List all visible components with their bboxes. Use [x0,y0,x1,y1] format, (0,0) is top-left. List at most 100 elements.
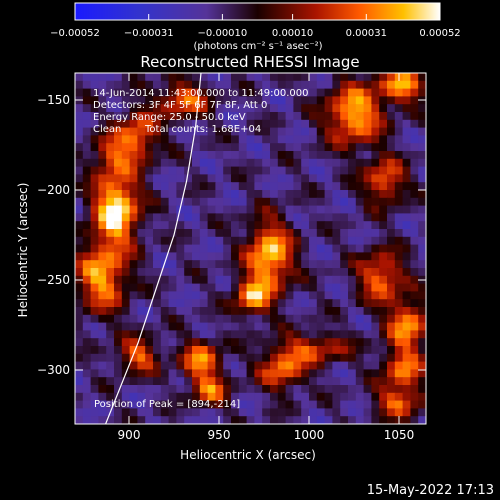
heatmap-cell [160,221,170,230]
heatmap-cell [301,268,310,277]
heatmap-cell [402,260,411,269]
heatmap-cell [293,104,302,113]
heatmap-cell [301,361,310,370]
heatmap-cell [137,338,146,347]
heatmap-cell [340,112,349,121]
heatmap-cell [82,96,92,105]
heatmap-cell [309,299,318,308]
heatmap-cell [160,252,170,261]
heatmap-cell [324,244,333,253]
heatmap-cell [246,174,255,183]
heatmap-cell [262,88,271,97]
heatmap-cell [316,221,326,230]
heatmap-cell [387,229,396,238]
heatmap-cell [75,260,84,269]
heatmap-cell [387,283,396,292]
heatmap-cell [215,104,224,113]
heatmap-cell [121,127,131,136]
heatmap-cell [153,143,162,152]
heatmap-cell [355,369,365,378]
heatmap-cell [394,353,404,363]
heatmap-cell [270,307,279,316]
heatmap-cell [363,330,372,339]
heatmap-cell [75,151,84,160]
heatmap-cell [394,392,404,402]
heatmap-cell [82,299,92,308]
heatmap-cell [75,174,84,183]
heatmap-cell [192,143,201,152]
heatmap-cell [371,221,380,230]
heatmap-cell [231,299,240,308]
heatmap-cell [145,252,154,261]
heatmap-cell [301,143,310,152]
heatmap-cell [114,322,123,331]
heatmap-cell [231,158,240,168]
heatmap-cell [277,96,287,105]
heatmap-cell [332,205,341,214]
heatmap-cell [145,299,154,308]
heatmap-cell [246,314,255,324]
heatmap-cell [160,104,170,113]
heatmap-cell [316,182,326,191]
heatmap-cell [316,213,326,222]
heatmap-cell [402,369,411,378]
heatmap-cell [371,197,380,207]
heatmap-cell [238,408,248,417]
heatmap-cell [277,158,287,168]
heatmap-cell [145,408,154,417]
heatmap-cell [176,322,185,331]
heatmap-cell [270,244,279,253]
heatmap-cell [231,135,240,144]
heatmap-cell [192,88,201,97]
heatmap-cell [254,213,263,222]
heatmap-cell [309,80,318,90]
heatmap-cell [129,104,138,113]
heatmap-cell [387,80,396,90]
heatmap-cell [168,353,177,363]
heatmap-cell [309,268,318,277]
heatmap-cell [316,197,326,207]
heatmap-cell [355,104,365,113]
heatmap-cell [145,291,154,300]
heatmap-cell [176,307,185,316]
heatmap-cell [106,392,115,402]
heatmap-cell [106,314,115,324]
heatmap-cell [75,314,84,324]
heatmap-cell [153,119,162,129]
heatmap-cell [192,190,201,199]
heatmap-cell [90,112,99,121]
heatmap-cell [394,190,404,199]
heatmap-cell [98,229,107,238]
heatmap-cell [145,400,154,409]
heatmap-cell [387,416,396,424]
heatmap-cell [348,143,357,152]
heatmap-cell [121,299,131,308]
heatmap-cell [324,213,333,222]
heatmap-cell [270,252,279,261]
heatmap-cell [402,80,411,90]
heatmap-cell [277,213,287,222]
heatmap-cell [418,377,426,386]
heatmap-cell [129,143,138,152]
heatmap-cell [387,166,396,175]
heatmap-cell [238,369,248,378]
heatmap-cell [324,80,333,90]
heatmap-cell [129,135,138,144]
heatmap-cell [199,314,209,324]
heatmap-cell [137,143,146,152]
heatmap-cell [387,408,396,417]
heatmap-cell [324,135,333,144]
heatmap-cell [168,96,177,105]
heatmap-cell [231,291,240,300]
heatmap-cell [348,416,357,424]
heatmap-cell [418,112,426,121]
heatmap-cell [215,268,224,277]
heatmap-cell [340,346,349,355]
heatmap-cell [270,158,279,168]
heatmap-cell [215,213,224,222]
heatmap-cell [168,104,177,113]
heatmap-cell [106,112,115,121]
heatmap-cell [246,229,255,238]
heatmap-cell [231,275,240,285]
heatmap-cell [293,88,302,97]
